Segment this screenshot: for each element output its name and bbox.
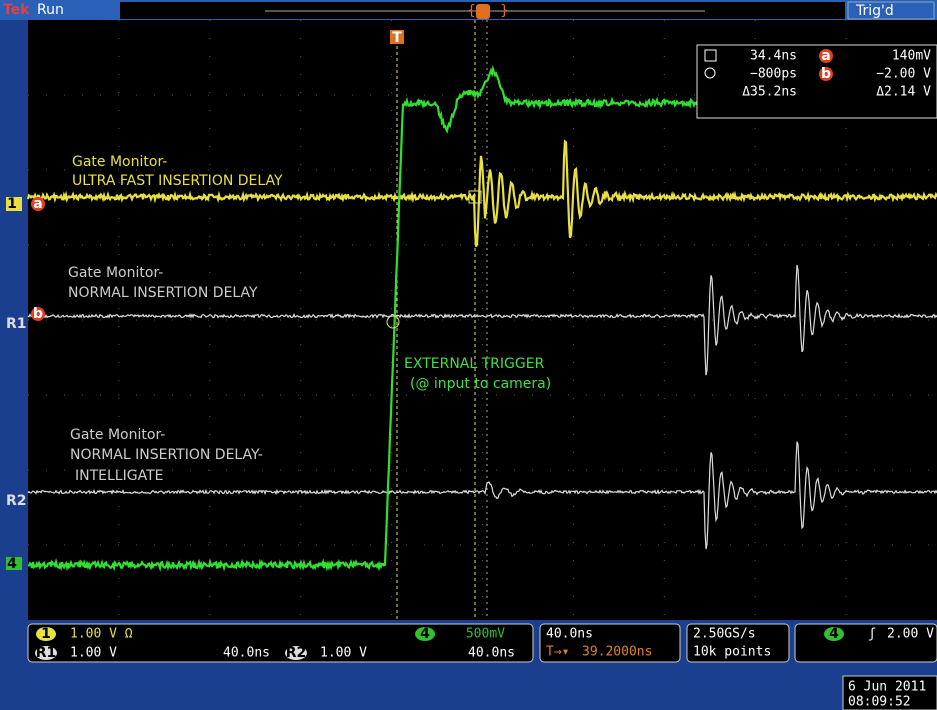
cursor-circle — [386, 315, 400, 329]
ch4-marker — [6, 557, 22, 570]
ch4-marker-label: 4 — [7, 556, 17, 572]
r1-time: 40.0ns — [223, 646, 270, 661]
badge — [824, 627, 844, 641]
annotation: EXTERNAL TRIGGER — [404, 356, 545, 372]
cursor-dvolt: Δ2.14 V — [876, 85, 931, 100]
run-status: Run — [37, 2, 64, 18]
cursor-square-icon — [704, 49, 717, 62]
annotation: NORMAL INSERTION DELAY — [68, 285, 258, 301]
time: 08:09:52 — [848, 695, 911, 710]
ch4-badge: 4 — [420, 626, 430, 642]
cursor-circle-icon — [704, 67, 716, 79]
waveform — [27, 441, 937, 550]
annotation: NORMAL INSERTION DELAY- — [70, 447, 263, 463]
r2-scale: 1.00 V — [320, 646, 367, 661]
waveform — [27, 64, 702, 573]
traces — [26, 64, 937, 573]
cursor-readout — [696, 44, 937, 119]
badge — [35, 646, 57, 660]
record-length: 10k points — [693, 645, 771, 660]
cursor-volt1: 140mV — [892, 49, 931, 64]
record-bracket: } — [500, 3, 509, 19]
cursor-dtime: Δ35.2ns — [742, 85, 797, 100]
acquisition-box — [686, 623, 790, 663]
ch1-marker-label: 1 — [7, 196, 17, 212]
r1-marker: R1 — [6, 316, 27, 332]
trigger-marker: T — [392, 30, 402, 46]
graticule — [28, 20, 937, 620]
badge — [415, 627, 435, 641]
waveform — [27, 264, 937, 376]
ch4-scale: 500mV — [466, 627, 505, 642]
trig-slope: ʃ — [868, 627, 876, 642]
r2-badge: R2 — [286, 645, 307, 661]
badge — [819, 67, 833, 81]
badge — [36, 627, 56, 641]
cursor-square — [468, 190, 482, 204]
record-bracket: { — [467, 3, 476, 19]
r2-marker: R2 — [6, 493, 27, 509]
marker-b: b — [33, 306, 43, 322]
record-marker — [476, 4, 490, 19]
cursor-time2: −800ps — [750, 67, 797, 82]
waveform — [26, 139, 937, 248]
annotation: ULTRA FAST INSERTION DELAY — [72, 173, 283, 189]
annotation: INTELLIGATE — [75, 468, 163, 484]
badge — [31, 197, 45, 211]
trig-level: 2.00 V — [887, 627, 934, 642]
r1-scale: 1.00 V — [70, 646, 117, 661]
badge-b: b — [821, 66, 831, 82]
badge-a: a — [821, 48, 830, 64]
r2-time: 40.0ns — [468, 646, 515, 661]
trigger-marker-box — [390, 30, 404, 44]
badge — [31, 307, 45, 321]
ch1-badge: 1 — [41, 626, 51, 642]
r1-badge: R1 — [36, 645, 57, 661]
trig-state: Trig'd — [855, 3, 894, 19]
trigger-pos-icon: T→▾ — [546, 645, 569, 660]
brand: Tek — [3, 2, 30, 18]
timebase: 40.0ns — [546, 627, 593, 642]
timebase-box — [539, 623, 681, 663]
ch1-scale: 1.00 V Ω — [70, 627, 133, 642]
trig-source: 4 — [829, 626, 839, 642]
cursor-volt2: −2.00 V — [876, 67, 931, 82]
cursor-time1: 34.4ns — [750, 49, 797, 64]
sample-rate: 2.50GS/s — [693, 627, 756, 642]
annotation: Gate Monitor- — [68, 265, 163, 281]
annotation: Gate Monitor- — [70, 427, 165, 443]
marker-a: a — [33, 196, 42, 212]
trig-state-box — [847, 1, 935, 20]
badge — [285, 646, 307, 660]
ch1-marker — [6, 197, 22, 211]
channel-box — [27, 623, 534, 663]
annotation: Gate Monitor- — [72, 154, 167, 170]
clock-box — [842, 675, 937, 710]
date: 6 Jun 2011 — [848, 680, 926, 695]
annotation: (@ input to camera) — [410, 376, 551, 392]
trigger-pos: 39.2000ns — [582, 645, 652, 660]
badge — [819, 49, 833, 63]
